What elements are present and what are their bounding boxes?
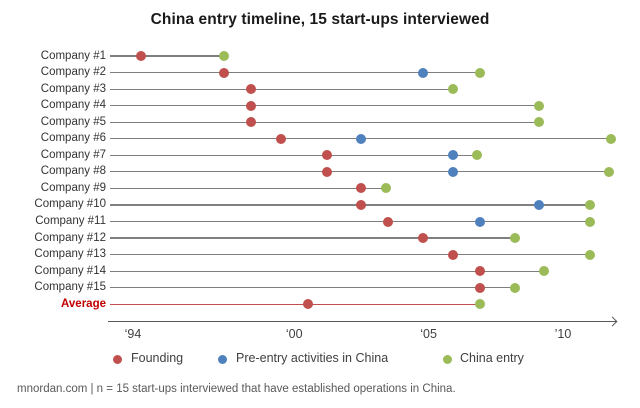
source-note: mnordan.com | n = 15 start-ups interview… — [17, 383, 456, 395]
founding-dot — [275, 133, 286, 144]
row-label: Company #14 — [34, 264, 106, 277]
pre-entry-dot — [533, 199, 544, 210]
timeline-row-line — [110, 105, 539, 107]
legend-label-founding: Founding — [131, 351, 184, 365]
pre-entry-dot-icon — [218, 355, 227, 364]
china-entry-dot — [509, 233, 520, 244]
timeline-row-line — [110, 154, 477, 156]
x-tick-label: ’10 — [554, 327, 572, 341]
timeline-row-line — [110, 55, 225, 57]
pre-entry-dot — [474, 216, 485, 227]
founding-dot — [474, 282, 485, 293]
row-label: Company #9 — [40, 181, 106, 194]
x-tick-label: ‘00 — [285, 327, 303, 341]
china-entry-dot — [539, 266, 550, 277]
row-label: Company #15 — [34, 281, 106, 294]
timeline-row-line — [110, 121, 539, 123]
china-entry-dot — [474, 299, 485, 310]
timeline-row-line — [110, 237, 515, 239]
chart-title: China entry timeline, 15 start-ups inter… — [150, 11, 490, 28]
legend-label-china-entry: China entry — [460, 351, 524, 365]
china-entry-dot — [584, 216, 595, 227]
pre-entry-dot — [356, 133, 367, 144]
row-label: Company #11 — [35, 215, 106, 227]
timeline-row-line — [110, 303, 480, 305]
row-label: Company #4 — [40, 99, 106, 112]
timeline-row-line — [110, 71, 480, 74]
china-entry-dot — [584, 199, 595, 210]
china-entry-dot — [474, 67, 485, 78]
china-entry-dot — [509, 282, 520, 293]
timeline-row-line — [110, 204, 590, 206]
founding-dot — [246, 84, 257, 95]
timeline-row-line — [110, 187, 386, 189]
timeline-row-line — [110, 220, 590, 223]
china-entry-dot-icon — [443, 355, 452, 364]
row-label: Company #12 — [34, 231, 106, 244]
founding-dot — [356, 199, 367, 210]
row-label: Company #5 — [40, 115, 106, 128]
founding-dot — [246, 117, 257, 128]
pre-entry-dot — [418, 67, 429, 78]
timeline-row-line — [110, 88, 453, 90]
row-label: Company #8 — [40, 165, 106, 178]
founding-dot — [356, 183, 367, 194]
founding-dot — [321, 166, 332, 177]
row-label: Company #6 — [40, 132, 106, 145]
founding-dot — [383, 216, 394, 227]
x-tick-label: ‘94 — [124, 327, 142, 341]
china-entry-dot — [606, 133, 617, 144]
founding-dot — [302, 299, 313, 310]
china-entry-dot — [472, 150, 482, 161]
founding-dot — [447, 249, 458, 260]
row-label: Company #2 — [40, 66, 106, 79]
founding-dot — [418, 233, 429, 244]
founding-dot — [136, 51, 147, 61]
founding-dot — [246, 100, 257, 111]
row-label: Company #7 — [40, 148, 106, 161]
china-entry-dot — [533, 117, 544, 128]
founding-dot-icon — [113, 355, 122, 364]
founding-dot — [321, 150, 332, 161]
china-entry-dot — [380, 183, 391, 194]
x-axis-line — [108, 320, 616, 322]
china-entry-dot — [584, 249, 595, 260]
row-label: Company #1 — [40, 49, 106, 62]
pre-entry-dot — [447, 150, 458, 161]
timeline-row-line — [110, 270, 545, 272]
pre-entry-dot — [447, 166, 458, 177]
row-label: Company #3 — [40, 82, 106, 95]
china-entry-dot — [219, 51, 230, 61]
legend-label-pre-entry: Pre-entry activities in China — [236, 351, 389, 365]
china-entry-dot — [533, 100, 544, 111]
timeline-row-line — [110, 254, 590, 256]
china-entry-dot — [447, 84, 458, 95]
row-label: Company #13 — [34, 248, 106, 261]
row-label: Company #10 — [34, 198, 106, 211]
china-entry-dot — [603, 166, 614, 177]
founding-dot — [474, 266, 485, 277]
timeline-row-line — [110, 171, 609, 173]
x-tick-label: ‘05 — [420, 327, 437, 341]
row-label-average: Average — [61, 297, 106, 310]
timeline-row-line — [110, 287, 515, 289]
founding-dot — [219, 67, 230, 78]
